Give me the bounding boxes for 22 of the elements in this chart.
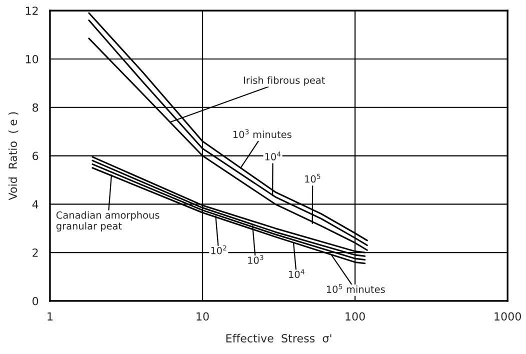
x-tick-label: 1000: [494, 312, 521, 321]
x-tick-label: 1: [48, 312, 52, 320]
y-tick-label: 6: [32, 152, 38, 160]
annotation: 10$^{2}$: [211, 245, 226, 254]
annotation: Irish fibrous peat: [244, 76, 325, 86]
x-tick-label: 100: [346, 312, 365, 321]
y-tick-label: 2: [32, 248, 38, 257]
y-tick-label: 4: [32, 200, 38, 208]
y-tick-label: 8: [32, 103, 38, 112]
y-tick-label: 0: [32, 296, 38, 306]
annotation: 10$^{5}$ minutes: [326, 284, 385, 293]
annotation: 10$^{4}$: [265, 152, 281, 160]
annotation: Canadian amorphous granular peat: [56, 211, 160, 232]
x-axis-title: Effective Stress σ': [226, 334, 332, 342]
y-tick-label: 10: [26, 54, 38, 64]
x-tick-label: 10: [196, 312, 209, 321]
annotation: 10$^{3}$: [248, 255, 264, 264]
annotation: 10$^{3}$ minutes: [233, 129, 292, 138]
annotation: 10$^{5}$: [305, 174, 320, 183]
y-tick-label: 12: [26, 6, 38, 15]
annotation: 10$^{4}$: [289, 269, 304, 278]
y-axis-title: Void Ratio ( e ): [8, 112, 18, 200]
